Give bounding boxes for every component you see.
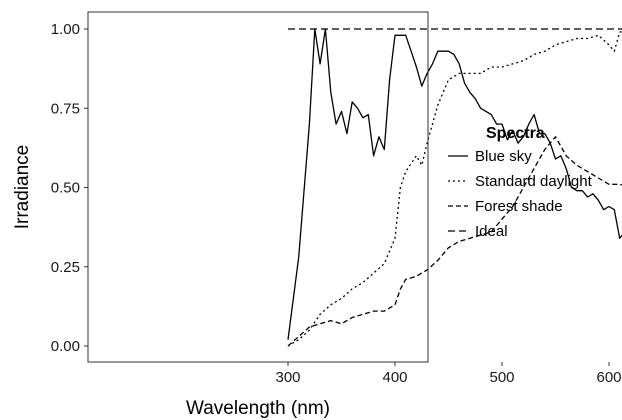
legend-label-3: Ideal (475, 223, 508, 240)
legend-title: Spectra (486, 125, 545, 142)
legend-label-0: Blue sky (475, 148, 532, 165)
x-axis-title: Wavelength (nm) (186, 398, 330, 419)
series-line-1 (287, 30, 622, 347)
axes-layer: 3004005006007000.000.250.500.751.00 (51, 11, 622, 386)
legend-label-1: Standard daylight (475, 173, 593, 190)
y-tick-label: 0.25 (51, 259, 80, 276)
plot-layer (287, 28, 622, 347)
x-tick-label: 300 (275, 369, 300, 386)
legend: Spectra Blue sky Standard daylight Forest … (448, 125, 593, 240)
y-tick-label: 0.50 (51, 180, 80, 197)
x-tick-label: 600 (596, 369, 621, 386)
y-tick-label: 1.00 (51, 21, 80, 38)
y-axis-title: Irradiance (12, 145, 33, 230)
series-line-2 (287, 136, 622, 347)
y-tick-label: 0.00 (51, 338, 80, 355)
legend-label-2: Forest shade (475, 198, 563, 215)
series-line-0 (287, 28, 622, 340)
y-tick-label: 0.75 (51, 100, 80, 117)
x-tick-label: 500 (489, 369, 514, 386)
x-tick-label: 400 (382, 369, 407, 386)
